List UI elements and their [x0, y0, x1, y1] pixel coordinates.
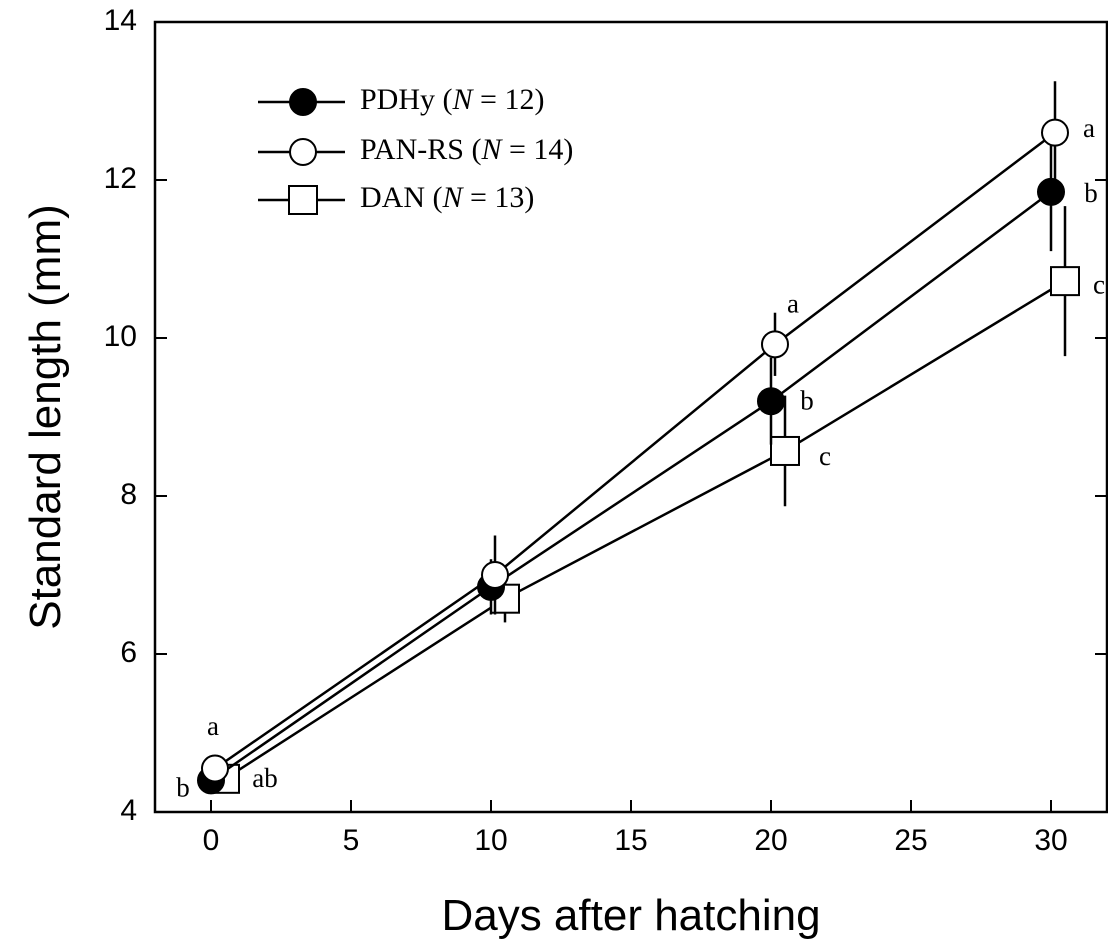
significance-label: a	[207, 711, 219, 741]
legend-label: PAN-RS (N = 14)	[360, 133, 573, 166]
legend-item: DAN (N = 13)	[258, 181, 534, 215]
data-point	[1037, 177, 1065, 206]
x-tick-label: 15	[614, 824, 647, 857]
y-tick-label: 4	[120, 794, 137, 827]
y-tick-label: 6	[120, 636, 137, 669]
legend: PDHy (N = 12) PAN-RS (N = 14) DAN (N = 13)	[258, 83, 573, 215]
legend-label: PDHy (N = 12)	[360, 83, 544, 116]
data-point	[761, 330, 789, 359]
series-line	[214, 131, 1056, 770]
legend-item: PDHy (N = 12)	[258, 83, 544, 116]
x-tick-label: 10	[474, 824, 507, 857]
significance-label: b	[176, 773, 190, 803]
legend-marker	[289, 138, 317, 166]
y-axis-title: Standard length (mm)	[21, 204, 70, 630]
data-point	[481, 561, 509, 589]
data-point	[770, 435, 800, 466]
x-tick-label: 5	[343, 824, 360, 857]
y-tick-label: 8	[120, 478, 137, 511]
y-tick-label: 12	[104, 162, 137, 195]
legend-item: PAN-RS (N = 14)	[258, 133, 573, 166]
significance-label: b	[800, 385, 814, 415]
x-tick-label: 20	[754, 824, 787, 857]
series-line	[210, 190, 1052, 782]
significance-label: c	[819, 441, 831, 471]
x-axis-ticks: 0 5 10 15 20 25 30	[203, 800, 1068, 857]
x-tick-label: 25	[894, 824, 927, 857]
legend-marker	[288, 185, 318, 215]
legend-marker	[289, 88, 317, 116]
series-pdhy: b b b	[176, 132, 1098, 803]
significance-label: c	[1093, 269, 1105, 299]
data-point	[201, 754, 229, 783]
series-line	[224, 280, 1066, 780]
legend-label: DAN (N = 13)	[360, 181, 534, 214]
y-tick-label: 10	[104, 320, 137, 353]
significance-label: a	[1083, 113, 1095, 143]
data-point	[757, 387, 785, 416]
y-axis-ticks: 4 6 8 10 12 14	[104, 4, 1107, 827]
significance-label: ab	[252, 763, 277, 793]
significance-label: a	[787, 289, 799, 319]
x-axis-title: Days after hatching	[441, 891, 820, 940]
x-tick-label: 0	[203, 824, 220, 857]
significance-label: b	[1084, 178, 1098, 208]
data-point	[1050, 266, 1080, 297]
y-tick-label: 14	[104, 4, 137, 37]
data-point	[1041, 118, 1069, 147]
x-tick-label: 30	[1034, 824, 1067, 857]
series-pan-rs: a a a	[201, 81, 1095, 783]
